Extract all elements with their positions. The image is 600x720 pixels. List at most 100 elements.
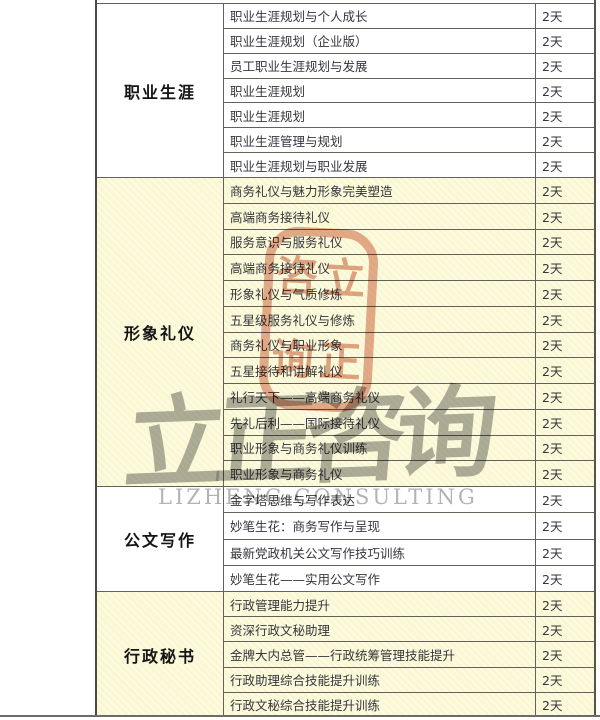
table-row: 行政文秘综合技能提升训练 2天 (224, 692, 594, 718)
course-name-cell: 职业生涯规划与职业发展 (224, 153, 536, 178)
category-cell: 形象礼仪 (97, 178, 224, 486)
duration-cell: 2天 (542, 493, 563, 509)
table-row: 金字塔思维与写作表达 2天 (224, 487, 594, 514)
table-row: 最新党政机关公文写作技巧训练 2天 (224, 539, 594, 566)
duration-cell: 2天 (542, 34, 563, 50)
duration-cell: 2天 (542, 673, 563, 689)
course-name-cell: 五星级服务礼仪与修炼 (224, 306, 536, 332)
section-rows: 商务礼仪与魅力形象完美塑造 2天 高端商务接待礼仪 2天 服务意识与服务礼仪 2… (224, 178, 594, 486)
section-rows: 金字塔思维与写作表达 2天 妙笔生花：商务写作与呈现 2天 最新党政机关公文写作… (224, 487, 594, 591)
top-partial-row (97, 0, 594, 4)
duration-cell: 2天 (542, 133, 563, 149)
duration-cell: 2天 (542, 59, 563, 75)
table-row: 高端商务接待礼仪 2天 (224, 203, 594, 230)
course-name-cell: 资深行政文秘助理 (224, 617, 536, 642)
course-name-cell: 五星接待和讲解礼仪 (224, 358, 536, 383)
course-name-cell: 职业生涯规划 (224, 103, 536, 128)
course-name-cell: 职业形象与商务礼仪 (224, 461, 536, 486)
section-rows: 行政管理能力提升 2天 资深行政文秘助理 2天 金牌大内总管——行政统筹管理技能… (224, 592, 594, 718)
table-row: 职业生涯规划与职业发展 2天 (224, 153, 594, 178)
table-row: 职业生涯管理与规划 2天 (224, 128, 594, 154)
table-row: 职业形象与商务礼仪训练 2天 (224, 435, 594, 462)
course-name-cell: 礼行天下——高端商务礼仪 (224, 384, 536, 409)
table-row: 妙笔生花：商务写作与呈现 2天 (224, 513, 594, 540)
category-cell: 职业生涯 (97, 4, 224, 177)
table-row: 商务礼仪与职业形象 2天 (224, 332, 594, 359)
duration-cell: 2天 (542, 9, 563, 25)
table-row: 高端商务接待礼仪 2天 (224, 255, 594, 281)
duration-cell: 2天 (542, 622, 563, 638)
table-row: 服务意识与服务礼仪 2天 (224, 229, 594, 256)
table-section: 公文写作 金字塔思维与写作表达 2天 妙笔生花：商务写作与呈现 2天 最新党政机… (97, 487, 594, 592)
duration-cell: 2天 (542, 183, 563, 199)
course-name-cell: 金牌大内总管——行政统筹管理技能提升 (224, 642, 536, 667)
course-name-cell: 行政助理综合技能提升训练 (224, 667, 536, 692)
table-row: 资深行政文秘助理 2天 (224, 617, 594, 643)
course-name-cell: 妙笔生花：商务写作与呈现 (224, 513, 536, 539)
table-row: 职业形象与商务礼仪 2天 (224, 461, 594, 486)
table-row: 行政助理综合技能提升训练 2天 (224, 667, 594, 693)
table-section: 行政秘书 行政管理能力提升 2天 资深行政文秘助理 2天 金牌大内总管——行政统… (97, 592, 594, 718)
table-row: 礼行天下——高端商务礼仪 2天 (224, 384, 594, 410)
course-name-cell: 商务礼仪与魅力形象完美塑造 (224, 178, 536, 203)
duration-cell: 2天 (542, 364, 563, 380)
table-section: 职业生涯 职业生涯规划与个人成长 2天 职业生涯规划（企业版） 2天 员工职业生… (97, 4, 594, 178)
course-name-cell: 妙笔生花——实用公文写作 (224, 565, 536, 591)
course-name-cell: 形象礼仪与气质修炼 (224, 281, 536, 306)
table-section: 形象礼仪 商务礼仪与魅力形象完美塑造 2天 高端商务接待礼仪 2天 服务意识与服… (97, 178, 594, 487)
duration-cell: 2天 (542, 158, 563, 174)
table-row: 职业生涯规划 2天 (224, 103, 594, 129)
course-table: 职业生涯 职业生涯规划与个人成长 2天 职业生涯规划（企业版） 2天 员工职业生… (95, 0, 596, 718)
table-row: 职业生涯规划（企业版） 2天 (224, 28, 594, 54)
table-row: 职业生涯规划与个人成长 2天 (224, 4, 594, 29)
duration-cell: 2天 (542, 389, 563, 405)
category-cell: 行政秘书 (97, 592, 224, 717)
course-name-cell: 职业形象与商务礼仪训练 (224, 435, 536, 461)
category-cell: 公文写作 (97, 487, 224, 591)
course-name-cell: 金字塔思维与写作表达 (224, 487, 536, 513)
duration-cell: 2天 (542, 261, 563, 277)
table-row: 员工职业生涯规划与发展 2天 (224, 53, 594, 79)
duration-cell: 2天 (542, 235, 563, 251)
table-row: 商务礼仪与魅力形象完美塑造 2天 (224, 178, 594, 204)
duration-cell: 2天 (542, 286, 563, 302)
course-name-cell: 商务礼仪与职业形象 (224, 332, 536, 358)
duration-cell: 2天 (542, 415, 563, 431)
duration-cell: 2天 (542, 108, 563, 124)
duration-cell: 2天 (542, 597, 563, 613)
course-name-cell: 行政管理能力提升 (224, 592, 536, 617)
course-name-cell: 服务意识与服务礼仪 (224, 229, 536, 255)
table-row: 职业生涯规划 2天 (224, 78, 594, 104)
section-rows: 职业生涯规划与个人成长 2天 职业生涯规划（企业版） 2天 员工职业生涯规划与发… (224, 4, 594, 178)
bottom-divider (0, 715, 600, 717)
course-name-cell: 最新党政机关公文写作技巧训练 (224, 539, 536, 565)
course-name-cell: 职业生涯管理与规划 (224, 128, 536, 153)
table-row: 妙笔生花——实用公文写作 2天 (224, 565, 594, 591)
duration-cell: 2天 (542, 312, 563, 328)
course-name-cell: 职业生涯规划 (224, 78, 536, 103)
table-row: 行政管理能力提升 2天 (224, 592, 594, 618)
duration-cell: 2天 (542, 84, 563, 99)
course-name-cell: 先礼后利——国际接待礼仪 (224, 409, 536, 435)
duration-cell: 2天 (542, 209, 563, 225)
duration-cell: 2天 (542, 441, 563, 457)
course-name-cell: 高端商务接待礼仪 (224, 203, 536, 229)
course-name-cell: 员工职业生涯规划与发展 (224, 53, 536, 78)
duration-cell: 2天 (542, 698, 563, 714)
table-row: 五星接待和讲解礼仪 2天 (224, 358, 594, 384)
course-name-cell: 职业生涯规划与个人成长 (224, 4, 536, 28)
duration-cell: 2天 (542, 648, 563, 663)
duration-cell: 2天 (542, 571, 563, 587)
course-name-cell: 行政文秘综合技能提升训练 (224, 692, 536, 718)
duration-cell: 2天 (542, 338, 563, 354)
table-row: 五星级服务礼仪与修炼 2天 (224, 306, 594, 333)
course-name-cell: 高端商务接待礼仪 (224, 255, 536, 280)
duration-cell: 2天 (542, 467, 563, 483)
course-name-cell: 职业生涯规划（企业版） (224, 28, 536, 53)
duration-cell: 2天 (542, 545, 563, 561)
table-row: 形象礼仪与气质修炼 2天 (224, 281, 594, 307)
duration-cell: 2天 (542, 519, 563, 535)
table-row: 金牌大内总管——行政统筹管理技能提升 2天 (224, 642, 594, 668)
table-row: 先礼后利——国际接待礼仪 2天 (224, 409, 594, 436)
